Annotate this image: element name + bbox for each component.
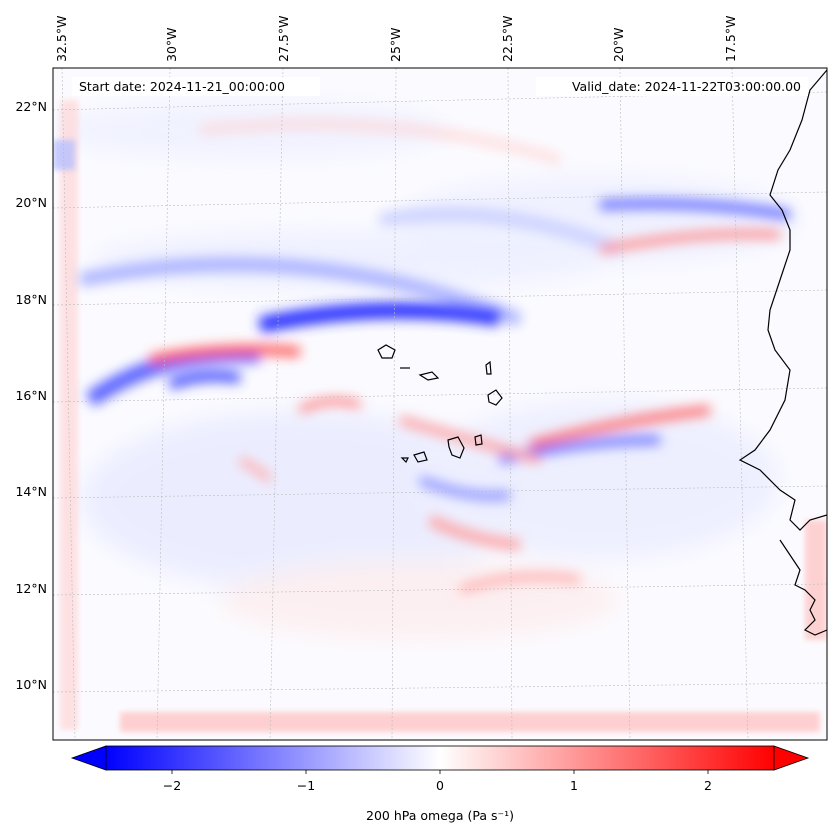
island-maio	[474, 434, 483, 446]
coastline	[377, 69, 827, 636]
africa-coastline	[738, 69, 827, 531]
colorbar-ticks	[171, 770, 709, 774]
colorbar-tick-label: 0	[436, 778, 444, 793]
longitude-ticks: 32.5°W 30°W 27.5°W 25°W 22.5°W 20°W 17.5…	[54, 16, 738, 62]
africa-coastline-south	[779, 539, 827, 636]
lon-tick: 32.5°W	[54, 16, 69, 62]
lat-tick: 18°N	[15, 292, 47, 307]
colorbar-label: 200 hPa omega (Pa s⁻¹)	[366, 808, 514, 823]
lon-tick: 27.5°W	[276, 16, 291, 62]
island-sal	[485, 360, 492, 375]
colorbar: −2 −1 0 1 2 200 hPa omega (Pa s⁻¹)	[70, 745, 810, 823]
lon-tick: 17.5°W	[723, 16, 738, 62]
latitude-ticks: 22°N 20°N 18°N 16°N 14°N 12°N 10°N	[15, 99, 47, 692]
island-brava	[400, 457, 409, 464]
valid-label-bg	[536, 77, 808, 96]
island-fogo	[413, 451, 428, 463]
start-date-label: Start date: 2024-11-21_00:00:00	[79, 79, 285, 94]
colorbar-tick-label: −1	[297, 778, 315, 793]
start-label-bg	[72, 77, 320, 96]
lat-tick: 16°N	[15, 388, 47, 403]
colorbar-extend-low	[70, 745, 107, 771]
island-santo-antao	[377, 344, 396, 359]
lon-tick: 30°W	[164, 27, 179, 62]
lat-tick: 20°N	[15, 195, 47, 210]
island-santiago	[447, 436, 465, 459]
lon-tick: 20°W	[611, 27, 626, 62]
lat-tick: 12°N	[15, 581, 47, 596]
map-frame	[52, 67, 828, 741]
colorbar-tick-label: 1	[570, 778, 578, 793]
lat-tick: 10°N	[15, 677, 47, 692]
lon-tick: 22.5°W	[500, 16, 515, 62]
colorbar-tick-label: 2	[704, 778, 712, 793]
island-sao-nicolau	[418, 371, 440, 381]
colorbar-extend-high	[773, 745, 810, 771]
colorbar-tick-label: −2	[163, 778, 181, 793]
colorbar-gradient	[105, 745, 775, 771]
lat-tick: 14°N	[15, 484, 47, 499]
lat-tick: 22°N	[15, 99, 47, 114]
lon-tick: 25°W	[388, 27, 403, 62]
omega-field	[53, 68, 827, 740]
island-boa-vista	[487, 389, 503, 406]
gridlines	[53, 68, 827, 740]
valid-date-label: Valid_date: 2024-11-22T03:00:00.00	[572, 79, 801, 94]
